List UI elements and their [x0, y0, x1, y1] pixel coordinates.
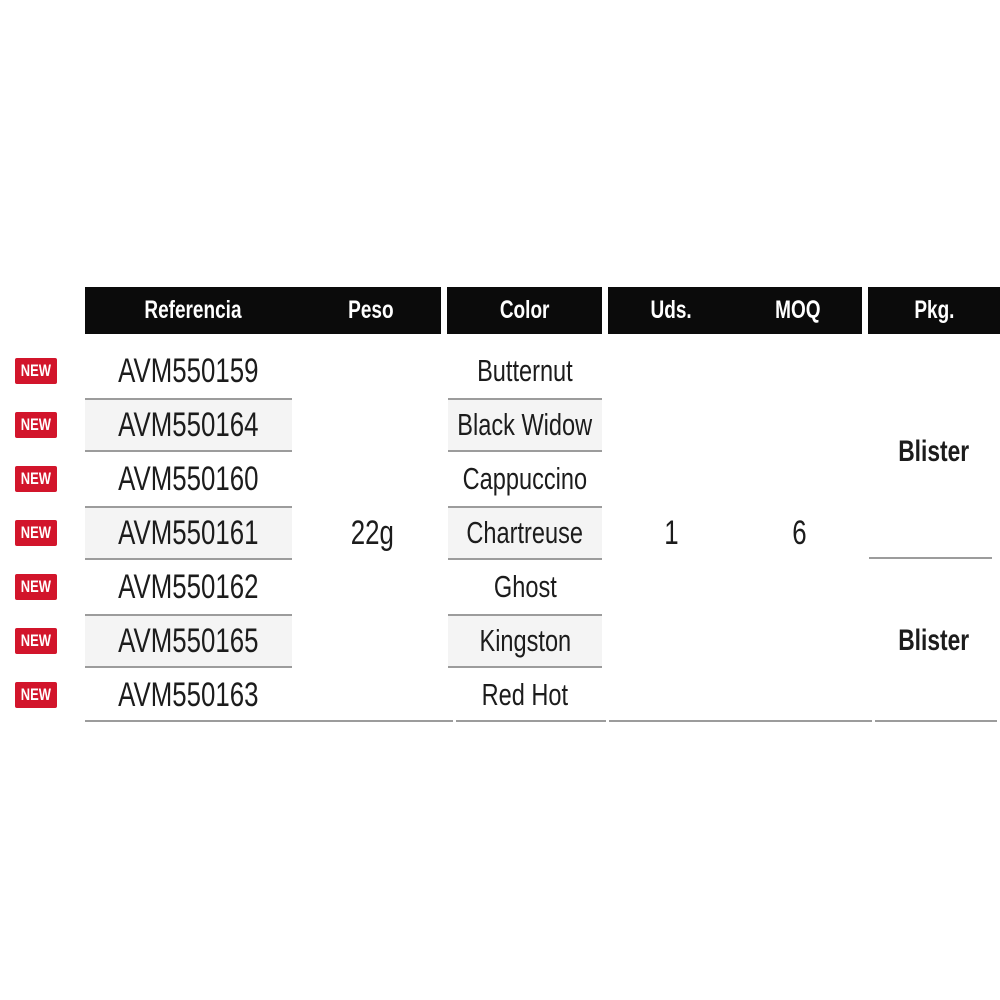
table-bottom-border — [875, 720, 997, 722]
table-row: NEW AVM550159 Butternut — [0, 344, 1000, 398]
reference-cell: AVM550162 — [118, 567, 259, 606]
column-header-referencia: Referencia — [144, 296, 242, 324]
new-badge: NEW — [15, 466, 57, 492]
table-row: NEW AVM550162 Ghost — [0, 560, 1000, 614]
reference-cell: AVM550165 — [85, 614, 292, 668]
pkg-value-cell: Blister — [898, 624, 970, 657]
new-badge: NEW — [15, 628, 57, 654]
reference-cell: AVM550161 — [85, 506, 292, 560]
reference-cell: AVM550163 — [118, 675, 259, 714]
table-row: NEW AVM550160 Cappuccino — [0, 452, 1000, 506]
color-cell: Red Hot — [481, 677, 569, 712]
color-cell: Butternut — [477, 353, 573, 388]
table-bottom-border — [85, 720, 453, 722]
reference-cell: AVM550160 — [118, 459, 259, 498]
color-cell: Cappuccino — [462, 461, 588, 496]
table-row: NEW AVM550164 Black Widow — [0, 398, 1000, 452]
pkg-value-cell: Blister — [898, 435, 970, 468]
column-header-color: Color — [447, 287, 602, 334]
reference-cell: AVM550159 — [118, 351, 259, 390]
column-header-pkg: Pkg. — [868, 287, 1000, 334]
color-cell: Black Widow — [448, 398, 602, 452]
table-row: NEW AVM550165 Kingston — [0, 614, 1000, 668]
table-bottom-border — [456, 720, 606, 722]
table-row: NEW AVM550163 Red Hot — [0, 668, 1000, 722]
peso-value-cell: 22g — [350, 513, 394, 552]
column-header-uds: Uds. — [650, 296, 692, 324]
new-badge: NEW — [15, 574, 57, 600]
new-badge: NEW — [15, 520, 57, 546]
moq-value-cell: 6 — [791, 513, 807, 552]
header-segment-referencia-peso: Referencia Peso — [85, 287, 441, 334]
pkg-group-divider — [869, 557, 992, 559]
table-row: NEW AVM550161 Chartreuse — [0, 506, 1000, 560]
new-badge: NEW — [15, 358, 57, 384]
table-bottom-border — [609, 720, 872, 722]
header-segment-uds-moq: Uds. MOQ — [608, 287, 862, 334]
color-cell: Kingston — [448, 614, 602, 668]
column-header-moq: MOQ — [775, 296, 821, 324]
new-badge: NEW — [15, 682, 57, 708]
column-header-peso: Peso — [348, 296, 394, 324]
uds-value-cell: 1 — [663, 513, 679, 552]
new-badge: NEW — [15, 412, 57, 438]
color-cell: Ghost — [493, 569, 557, 604]
color-cell: Chartreuse — [448, 506, 602, 560]
reference-cell: AVM550164 — [85, 398, 292, 452]
